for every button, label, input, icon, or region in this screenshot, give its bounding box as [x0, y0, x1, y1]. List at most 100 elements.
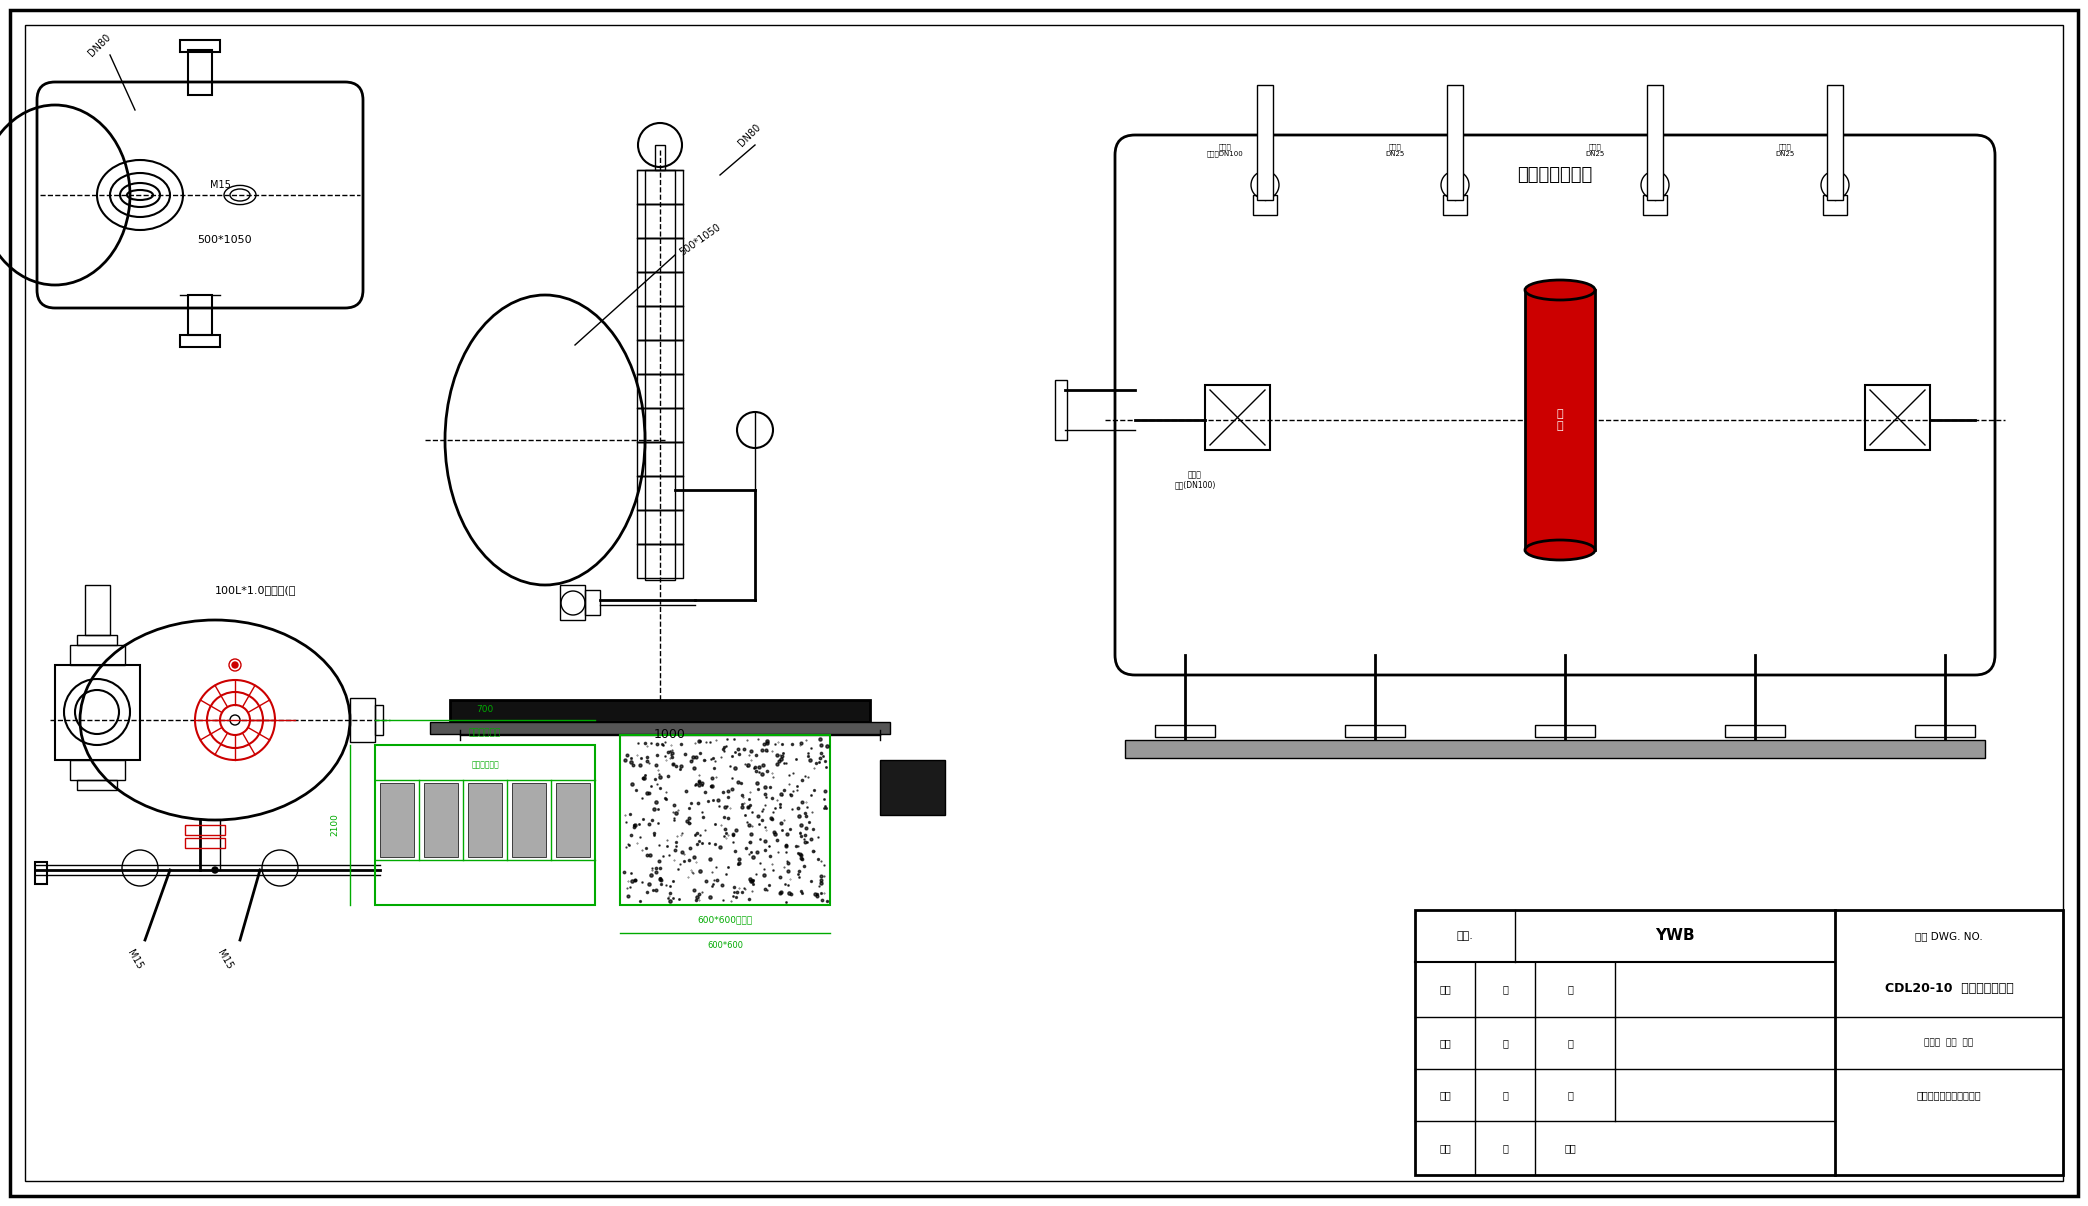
Bar	[637, 374, 683, 408]
Bar	[620, 734, 831, 904]
Bar	[1253, 195, 1278, 215]
Bar	[1647, 84, 1662, 200]
Circle shape	[213, 867, 217, 873]
Text: 2100: 2100	[330, 814, 340, 837]
Bar	[180, 40, 219, 52]
Bar	[1125, 740, 1986, 759]
Text: 于: 于	[1501, 1090, 1508, 1100]
Bar	[188, 295, 213, 335]
Bar	[180, 335, 219, 347]
Bar	[1865, 385, 1929, 450]
Text: 600*600: 600*600	[708, 941, 743, 949]
Text: 制图: 制图	[1439, 984, 1451, 994]
Bar	[637, 443, 683, 476]
Bar	[637, 204, 683, 238]
Bar	[54, 665, 140, 760]
Text: 長沙一泵水設備有限公司: 長沙一泵水設備有限公司	[1917, 1090, 1982, 1100]
Text: M15: M15	[125, 948, 144, 972]
Bar	[186, 838, 226, 848]
Bar	[1205, 385, 1270, 450]
Text: M15: M15	[215, 948, 234, 972]
Bar	[637, 544, 683, 578]
Bar	[637, 476, 683, 510]
Bar	[1054, 380, 1067, 440]
Bar	[1643, 195, 1666, 215]
Text: M15: M15	[209, 180, 230, 191]
Bar	[1155, 725, 1215, 737]
Bar	[424, 783, 457, 857]
Bar	[77, 780, 117, 790]
Bar	[1823, 195, 1848, 215]
Bar	[637, 238, 683, 273]
Circle shape	[232, 662, 238, 668]
Text: 1000: 1000	[654, 728, 687, 742]
Bar	[1416, 911, 2063, 1175]
Text: 設備進
水口(DN100): 設備進 水口(DN100)	[1173, 470, 1215, 490]
Bar	[585, 590, 599, 615]
Bar	[430, 722, 889, 734]
Text: 控制柜正面圖: 控制柜正面圖	[472, 761, 499, 769]
Bar	[188, 49, 213, 95]
Bar	[86, 585, 111, 636]
Text: 版次: 版次	[1439, 1143, 1451, 1153]
Text: 600*600防滑磚: 600*600防滑磚	[697, 915, 752, 925]
Text: 于: 于	[1501, 1143, 1508, 1153]
Text: 100L*1.0气压罐(备: 100L*1.0气压罐(备	[215, 585, 296, 595]
Text: 不銹鋼無負壓罐: 不銹鋼無負壓罐	[1518, 166, 1593, 185]
Bar	[451, 699, 871, 722]
Bar	[1827, 84, 1844, 200]
Bar	[1257, 84, 1274, 200]
Text: 儀表閥
DN25: 儀表閥 DN25	[1384, 144, 1405, 157]
Bar	[1447, 84, 1464, 200]
Bar	[637, 510, 683, 544]
Text: 氣
罐: 氣 罐	[1558, 409, 1564, 431]
Text: 700: 700	[476, 706, 493, 714]
Ellipse shape	[1524, 540, 1595, 560]
Text: 控制柜正面圖: 控制柜正面圖	[470, 728, 501, 738]
Bar	[351, 698, 376, 742]
Text: 准: 准	[1568, 1090, 1572, 1100]
Text: 洪: 洪	[1568, 984, 1572, 994]
Bar	[656, 145, 664, 170]
Bar	[637, 340, 683, 374]
Bar	[879, 760, 946, 815]
Text: 批: 批	[1568, 1038, 1572, 1048]
Bar	[637, 170, 683, 204]
Bar	[71, 645, 125, 665]
Text: 500*1050: 500*1050	[198, 235, 253, 245]
Bar	[1915, 725, 1975, 737]
Text: 補氣口
DN25: 補氣口 DN25	[1585, 144, 1604, 157]
Bar	[637, 273, 683, 306]
Text: CDL20-10  无负压供水设备: CDL20-10 无负压供水设备	[1885, 983, 2013, 995]
Text: YWB: YWB	[1656, 929, 1695, 943]
Bar	[186, 825, 226, 835]
Bar	[645, 170, 674, 580]
Text: 500*1050: 500*1050	[677, 222, 722, 258]
Ellipse shape	[1524, 280, 1595, 300]
Bar	[1524, 289, 1595, 550]
Bar	[468, 783, 501, 857]
Text: 批准: 批准	[1564, 1143, 1576, 1153]
Bar	[376, 706, 382, 734]
Text: 型号.: 型号.	[1457, 931, 1474, 941]
Bar	[560, 585, 585, 620]
Bar	[77, 636, 117, 645]
Bar	[512, 783, 545, 857]
Bar	[1725, 725, 1785, 737]
Text: 于: 于	[1501, 984, 1508, 994]
Bar	[637, 408, 683, 443]
Text: DN80: DN80	[88, 31, 113, 58]
Bar	[35, 862, 48, 884]
Circle shape	[230, 715, 240, 725]
Bar	[1345, 725, 1405, 737]
Bar	[637, 306, 683, 340]
Text: 設壓閥
DN25: 設壓閥 DN25	[1775, 144, 1794, 157]
Text: 設計: 設計	[1439, 1038, 1451, 1048]
Bar	[71, 760, 125, 780]
Text: 于: 于	[1501, 1038, 1508, 1048]
FancyBboxPatch shape	[38, 82, 363, 308]
Text: 審標記  更正  批閱: 審標記 更正 批閱	[1925, 1038, 1973, 1048]
Text: DN80: DN80	[737, 122, 764, 148]
FancyBboxPatch shape	[1115, 135, 1994, 675]
Text: 圖号 DWG. NO.: 圖号 DWG. NO.	[1915, 931, 1984, 941]
